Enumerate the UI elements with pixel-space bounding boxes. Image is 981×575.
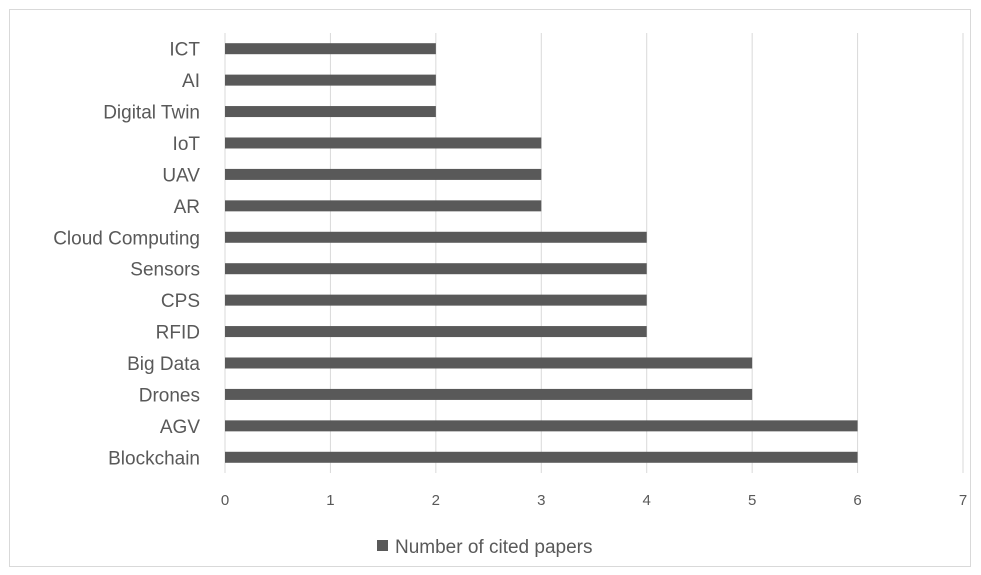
gridlines [224,33,964,473]
category-label-agv: AGV [160,417,200,438]
bar-cloud-computing [225,231,647,243]
category-label-rfid: RFID [156,323,200,344]
category-label-sensors: Sensors [130,260,200,281]
x-tick-label-1: 1 [326,492,334,509]
bar-sensors [225,263,647,275]
x-tick-label-6: 6 [853,492,861,509]
category-label-blockchain: Blockchain [108,448,200,469]
category-label-cps: CPS [161,291,200,312]
x-tick-label-2: 2 [432,492,440,509]
bar-big-data [225,357,753,369]
bar-cps [225,294,647,306]
bar-uav [225,168,542,180]
legend: Number of cited papers [377,537,593,558]
bar-drones [225,388,753,400]
category-label-digital-twin: Digital Twin [103,103,200,124]
category-label-ai: AI [182,71,200,92]
x-tick-label-7: 7 [959,492,967,509]
bar-chart: Blockchain AGV Drones Big Data RFID CPS Sensor… [53,33,967,558]
x-tick-label-5: 5 [748,492,756,509]
chart-frame: Blockchain AGV Drones Big Data RFID CPS Sensor… [9,9,971,567]
bar-rfid [225,326,647,338]
bar-digital-twin [225,106,436,118]
category-label-big-data: Big Data [127,354,200,375]
category-label-cloud-computing: Cloud Computing [53,228,200,249]
legend-swatch [377,540,388,551]
bars [225,43,858,463]
bar-agv [225,420,858,432]
category-label-ar: AR [174,197,200,218]
category-label-iot: IoT [173,134,201,155]
bar-ict [225,43,436,55]
bar-iot [225,137,542,149]
bar-ai [225,74,436,86]
x-tick-label-4: 4 [643,492,651,509]
category-label-drones: Drones [139,385,200,406]
bar-blockchain [225,451,858,463]
x-tick-labels: 0 1 2 3 4 5 6 7 [221,492,967,509]
legend-label: Number of cited papers [395,537,593,558]
category-labels: Blockchain AGV Drones Big Data RFID CPS Sensor… [53,40,200,470]
x-tick-label-3: 3 [537,492,545,509]
bar-ar [225,200,542,212]
category-label-uav: UAV [162,165,200,186]
category-label-ict: ICT [169,40,200,61]
x-tick-label-0: 0 [221,492,229,509]
